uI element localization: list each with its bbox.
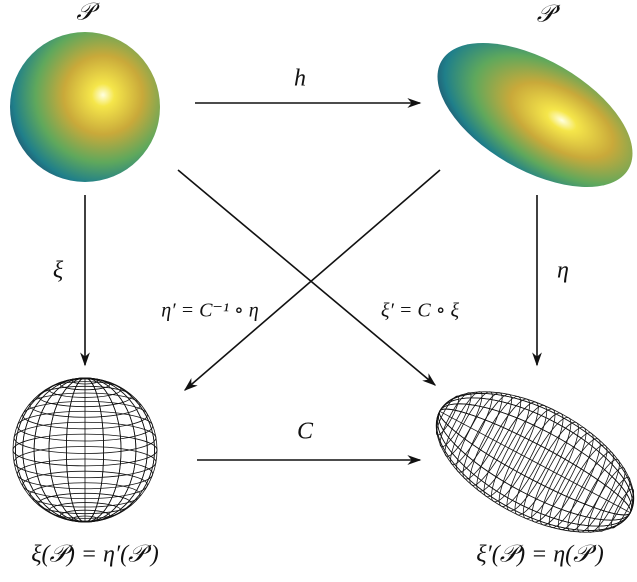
diagram: 𝒫 𝒫′ ξ(𝒫) = η′(𝒫′) ξ′(𝒫) = η(𝒫′) h ξ η η… xyxy=(0,0,637,582)
wire-line xyxy=(440,411,631,512)
edge-label: η xyxy=(557,258,569,284)
wire-sphere xyxy=(13,378,157,522)
edge-label: ξ xyxy=(53,258,64,284)
wire-line xyxy=(414,363,637,562)
node-label: 𝒫′ xyxy=(537,2,561,28)
node-label: ξ′(𝒫) = η(𝒫′) xyxy=(476,542,603,568)
edge-label: η′ = C⁻¹ ∘ η xyxy=(161,300,258,322)
wire-ellipsoid xyxy=(414,363,637,562)
edge-label: ξ′ = C ∘ ξ xyxy=(381,300,460,322)
node-label: ξ(𝒫) = η′(𝒫′) xyxy=(31,542,158,568)
edge-label: h xyxy=(294,66,306,92)
edge-label: C xyxy=(297,419,314,445)
node-label: 𝒫 xyxy=(76,0,100,26)
arrow-xi-prime xyxy=(178,170,435,385)
shaded-sphere xyxy=(10,32,160,182)
shaded-ellipsoid xyxy=(414,13,637,216)
